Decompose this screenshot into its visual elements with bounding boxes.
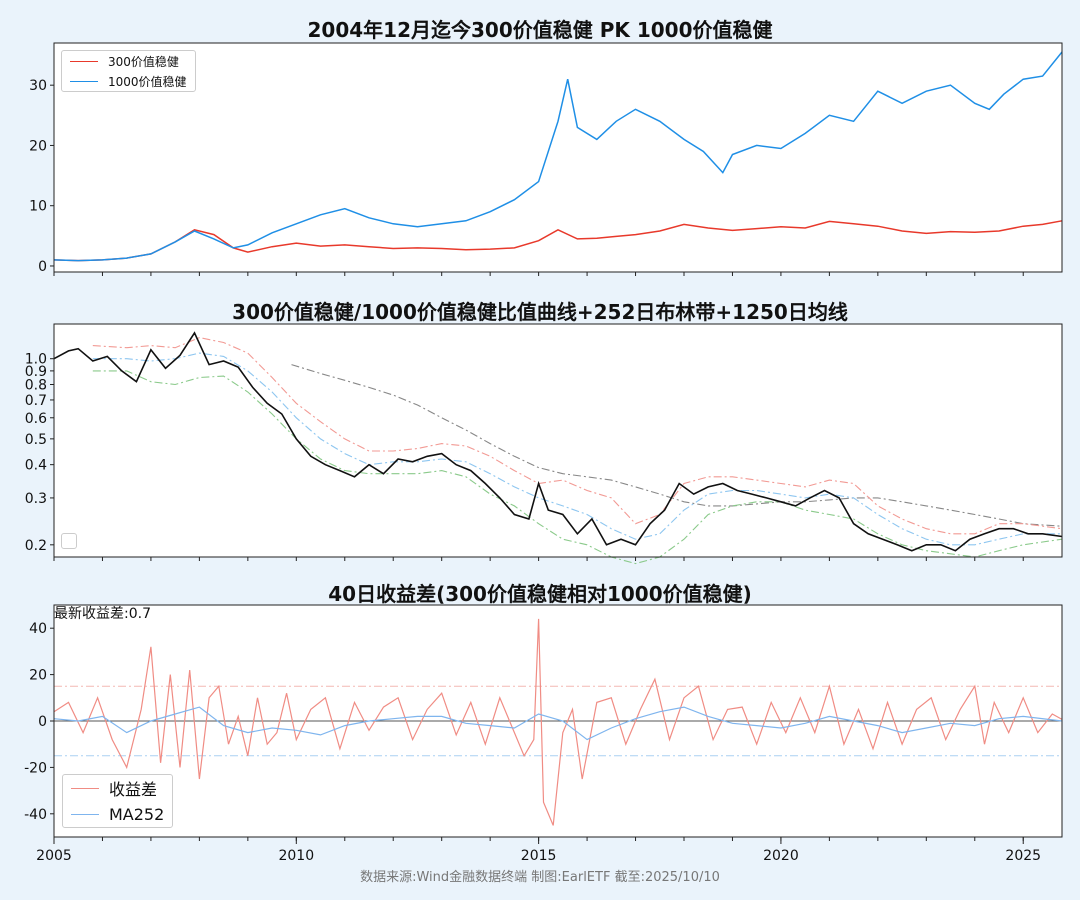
legend-label-diff: 收益差: [109, 780, 158, 799]
top-chart-frame: [53, 42, 1063, 273]
top-chart-title: 2004年12月迄今300价值稳健 PK 1000价值稳健: [307, 18, 773, 42]
legend-swatch-300: [70, 60, 98, 62]
diff-ytick-label: 20: [29, 668, 47, 684]
ratio-chart-title: 300价值稳健/1000价值稳健比值曲线+252日布林带+1250日均线: [232, 300, 848, 324]
legend-item-300: 300价值稳健: [62, 51, 195, 71]
ratio-chart-legend: [61, 533, 77, 549]
diff-chart-legend: 收益差 MA252: [62, 774, 174, 828]
top-ytick-label: 20: [29, 138, 47, 154]
legend-swatch-ma252: [71, 813, 99, 815]
diff-line: [53, 618, 1063, 826]
ratio-chart-panel: [54, 324, 1062, 557]
legend-swatch-1000: [70, 80, 98, 82]
legend-label-ma252: MA252: [109, 804, 165, 824]
top-ytick-label: 0: [38, 259, 47, 275]
diff-ytick-label: 40: [29, 621, 47, 637]
diff-chart-title: 40日收益差(300价值稳健相对1000价值稳健): [328, 582, 752, 606]
diff-ytick-label: -40: [24, 807, 47, 823]
ratio-chart-frame: [53, 323, 1063, 558]
legend-label-300: 300价值稳健: [108, 54, 179, 69]
ratio-ytick-label: 0.6: [25, 411, 47, 427]
top-chart-panel: [54, 43, 1062, 272]
ratio-upper-band-line: [92, 337, 1063, 535]
ratio-ytick-label: 0.7: [25, 393, 47, 409]
ma252-line: [53, 706, 1063, 741]
ratio-ytick-label: 0.2: [25, 538, 47, 554]
ratio-ytick-label: 0.4: [25, 458, 47, 474]
ratio-ytick-label: 0.8: [25, 378, 47, 394]
xtick-label: 2020: [763, 848, 799, 864]
xtick-label: 2005: [36, 848, 72, 864]
ratio-ytick-label: 0.5: [25, 432, 47, 448]
diff-ytick-label: 0: [38, 714, 47, 730]
top-ytick-label: 10: [29, 199, 47, 215]
ratio-lower-band-line: [92, 370, 1063, 565]
line-300: [53, 220, 1063, 262]
ratio-ytick-label: 0.9: [25, 364, 47, 380]
ratio-ratio-line: [53, 331, 1063, 552]
latest-diff-annotation: 最新收益差:0.7: [54, 606, 151, 622]
footer-source: 数据来源:Wind金融数据终端 制图:EarlETF 截至:2025/10/10: [360, 870, 720, 885]
legend-item-diff: 收益差: [63, 775, 172, 801]
top-chart-legend: 300价值稳健 1000价值稳健: [61, 50, 196, 92]
ratio-ytick-label: 1.0: [25, 352, 47, 368]
ratio-ytick-label: 0.3: [25, 491, 47, 507]
ratio-ma1250-line: [291, 364, 1063, 527]
line-1000: [53, 51, 1063, 262]
legend-item-ma252: MA252: [63, 801, 172, 827]
diff-ytick-label: -20: [24, 760, 47, 776]
legend-swatch-diff: [71, 787, 99, 789]
legend-label-1000: 1000价值稳健: [108, 74, 187, 89]
legend-item-1000: 1000价值稳健: [62, 71, 195, 91]
xtick-label: 2015: [521, 848, 557, 864]
top-ytick-label: 30: [29, 78, 47, 94]
ratio-middle-band-line: [92, 352, 1062, 546]
xtick-label: 2025: [1005, 848, 1041, 864]
xtick-label: 2010: [278, 848, 314, 864]
